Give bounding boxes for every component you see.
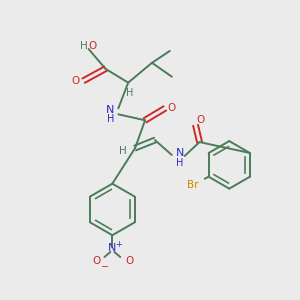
Text: O: O xyxy=(125,256,133,266)
Text: Br: Br xyxy=(187,180,199,190)
Text: H: H xyxy=(127,88,134,98)
Text: −: − xyxy=(101,262,110,272)
Text: N: N xyxy=(176,148,184,158)
Text: H: H xyxy=(176,158,183,168)
Text: H: H xyxy=(119,146,127,156)
Text: O: O xyxy=(168,103,176,113)
Text: O: O xyxy=(72,76,80,85)
Text: O: O xyxy=(88,41,97,51)
Text: N: N xyxy=(106,105,115,116)
Text: H: H xyxy=(107,114,114,124)
Text: N: N xyxy=(108,243,116,253)
Text: +: + xyxy=(115,240,122,249)
Text: H: H xyxy=(80,41,88,51)
Text: O: O xyxy=(196,115,205,125)
Text: O: O xyxy=(92,256,101,266)
